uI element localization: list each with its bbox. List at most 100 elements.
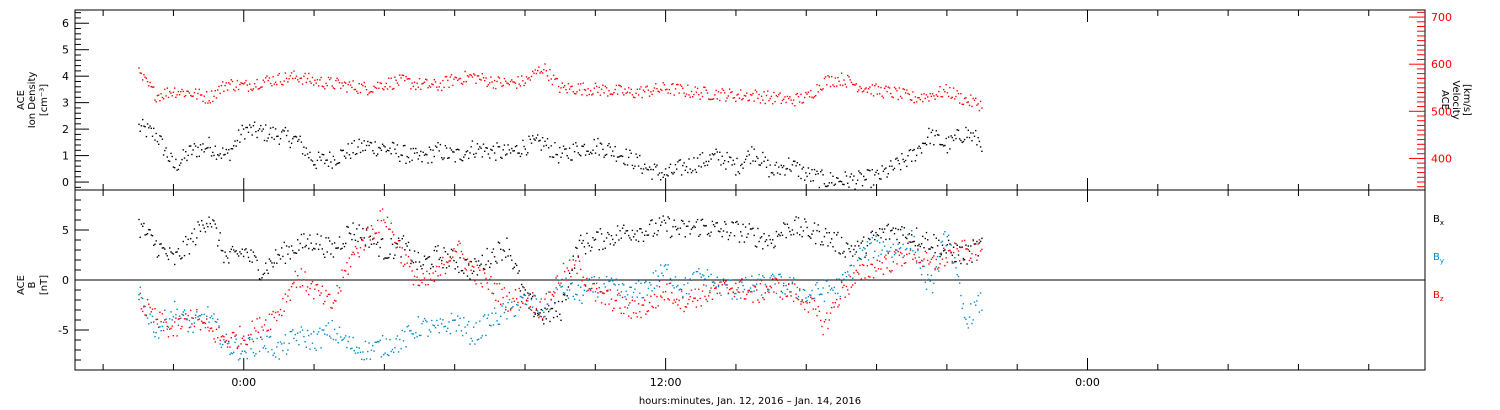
bz-point-46 bbox=[194, 314, 197, 316]
bz-point-621 bbox=[902, 256, 904, 259]
bz-point-56 bbox=[207, 326, 209, 329]
velocity-point-240 bbox=[433, 79, 435, 81]
velocity-point-581 bbox=[853, 83, 855, 86]
bz-point-205 bbox=[390, 222, 392, 224]
bz-point-251 bbox=[447, 261, 449, 264]
by-point-414 bbox=[647, 287, 650, 290]
density-point-409 bbox=[641, 172, 643, 174]
by-point-330 bbox=[544, 315, 546, 318]
by-point-43 bbox=[191, 317, 193, 319]
density-point-72 bbox=[226, 152, 229, 154]
bz-point-265 bbox=[464, 267, 466, 270]
bz-point-35 bbox=[181, 325, 183, 328]
density-point-526 bbox=[785, 168, 787, 170]
density-point-638 bbox=[923, 142, 925, 145]
bx-point-468 bbox=[714, 225, 716, 228]
velocity-point-78 bbox=[234, 90, 236, 92]
velocity-point-270 bbox=[470, 74, 472, 76]
legend-bx-sub: x bbox=[1440, 219, 1444, 227]
bx-point-487 bbox=[737, 223, 739, 225]
bz-point-541 bbox=[804, 308, 806, 311]
bz-point-431 bbox=[668, 299, 670, 301]
velocity-point-302 bbox=[509, 80, 512, 83]
velocity-point-448 bbox=[689, 96, 691, 98]
bz-point-95 bbox=[255, 330, 257, 332]
bz-point-226 bbox=[416, 276, 418, 278]
bx-point-173 bbox=[351, 238, 353, 241]
by-point-255 bbox=[452, 319, 454, 321]
density-point-266 bbox=[465, 151, 467, 153]
velocity-point-223 bbox=[412, 85, 415, 88]
by-point-573 bbox=[843, 278, 845, 280]
bz-point-319 bbox=[530, 309, 533, 311]
bx-point-229 bbox=[420, 265, 422, 267]
density-point-270 bbox=[470, 146, 472, 148]
bz-point-551 bbox=[816, 314, 818, 317]
density-point-215 bbox=[402, 145, 405, 147]
bx-point-162 bbox=[337, 247, 339, 249]
bz-point-238 bbox=[431, 279, 433, 281]
velocity-point-232 bbox=[423, 81, 426, 83]
velocity-point-53 bbox=[203, 95, 205, 97]
bx-point-277 bbox=[479, 264, 481, 267]
velocity-point-661 bbox=[951, 96, 953, 99]
by-point-148 bbox=[320, 347, 322, 349]
by-point-529 bbox=[789, 276, 791, 279]
density-point-103 bbox=[265, 124, 267, 126]
bz-point-472 bbox=[719, 292, 721, 294]
by-point-466 bbox=[711, 281, 714, 283]
velocity-point-616 bbox=[896, 90, 898, 92]
velocity-point-552 bbox=[817, 91, 819, 93]
bz-point-479 bbox=[727, 292, 730, 294]
bx-point-273 bbox=[474, 258, 476, 260]
bz-point-291 bbox=[496, 283, 498, 285]
velocity-point-360 bbox=[581, 94, 583, 96]
bz-point-553 bbox=[818, 310, 821, 312]
by-point-179 bbox=[358, 347, 360, 349]
bz-point-563 bbox=[831, 306, 833, 309]
density-point-121 bbox=[287, 130, 289, 132]
bx-point-419 bbox=[653, 232, 656, 235]
by-point-169 bbox=[346, 346, 348, 349]
bz-point-433 bbox=[671, 291, 673, 294]
velocity-point-196 bbox=[379, 82, 381, 84]
density-point-23 bbox=[166, 156, 168, 158]
bz-point-18 bbox=[160, 321, 162, 323]
velocity-point-293 bbox=[498, 77, 501, 79]
density-point-621 bbox=[902, 158, 904, 161]
bx-point-111 bbox=[274, 249, 277, 251]
bz-point-7 bbox=[146, 299, 149, 301]
velocity-point-545 bbox=[808, 96, 811, 98]
density-axis-label-line3: [cm⁻³] bbox=[39, 84, 50, 116]
density-point-2 bbox=[140, 125, 143, 127]
velocity-point-18 bbox=[160, 93, 162, 95]
velocity-point-363 bbox=[584, 89, 587, 91]
bz-point-0 bbox=[138, 298, 140, 301]
bx-point-284 bbox=[487, 260, 490, 262]
velocity-point-679 bbox=[973, 99, 976, 101]
bz-point-355 bbox=[575, 260, 577, 262]
bx-point-205 bbox=[390, 238, 392, 240]
velocity-point-426 bbox=[662, 82, 664, 84]
by-point-145 bbox=[316, 333, 319, 335]
velocity-point-427 bbox=[663, 84, 666, 86]
bz-point-330 bbox=[544, 298, 546, 300]
bz-point-219 bbox=[407, 255, 410, 258]
velocity-point-596 bbox=[871, 84, 873, 86]
by-point-622 bbox=[903, 255, 905, 257]
bx-point-265 bbox=[464, 259, 466, 261]
by-point-130 bbox=[298, 344, 300, 346]
bx-point-144 bbox=[315, 243, 317, 245]
bz-point-394 bbox=[623, 312, 625, 315]
by-point-420 bbox=[655, 270, 657, 272]
by-point-557 bbox=[823, 300, 826, 303]
velocity-point-135 bbox=[304, 72, 306, 75]
bz-point-646 bbox=[933, 255, 935, 257]
velocity-point-643 bbox=[929, 93, 931, 95]
bx-point-124 bbox=[290, 245, 293, 247]
velocity-point-451 bbox=[693, 93, 695, 96]
bx-point-7 bbox=[146, 233, 149, 235]
bx-point-333 bbox=[548, 310, 550, 313]
bx-point-516 bbox=[773, 246, 775, 249]
velocity-point-91 bbox=[250, 88, 252, 90]
